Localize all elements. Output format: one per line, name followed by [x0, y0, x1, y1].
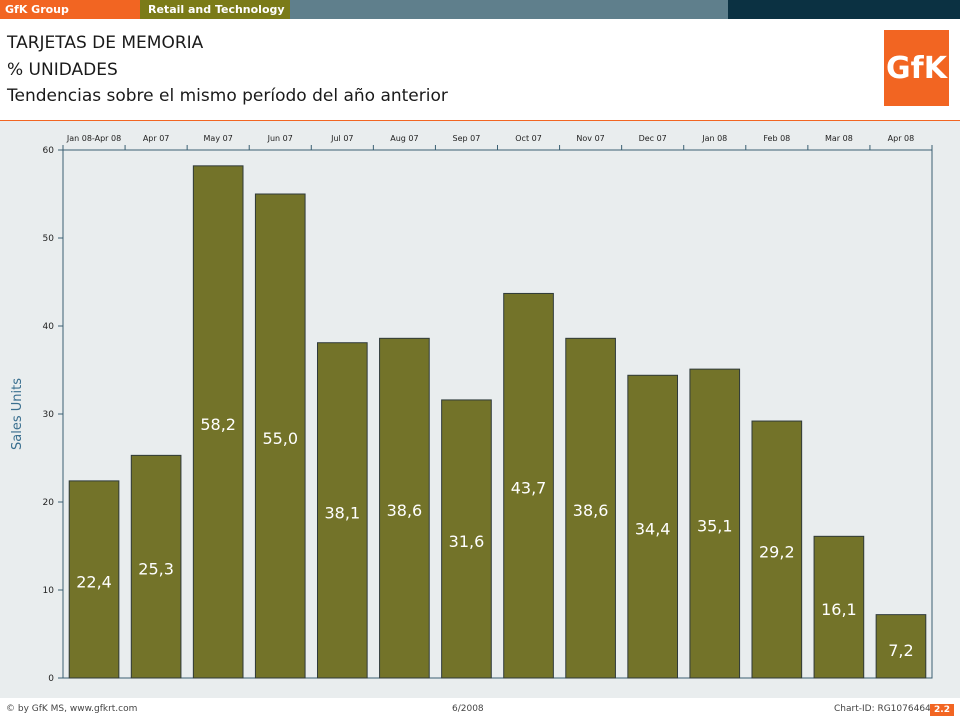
top-bar: GfK Group Retail and Technology: [0, 0, 960, 19]
y-tick-label: 40: [43, 322, 55, 332]
brand-label: GfK Group: [0, 0, 140, 19]
x-tick-label: Feb 08: [763, 134, 790, 143]
y-tick-label: 0: [48, 674, 54, 684]
data-label: 29,2: [759, 543, 795, 562]
x-tick-label: Apr 08: [888, 134, 915, 143]
page-subtitle-2: Tendencias sobre el mismo período del añ…: [7, 86, 448, 106]
y-tick-label: 60: [43, 146, 55, 156]
data-label: 55,0: [262, 429, 298, 448]
footer-date: 6/2008: [452, 704, 484, 714]
data-label: 43,7: [511, 479, 547, 498]
bar: [751, 420, 803, 679]
top-bar-end: [728, 0, 960, 19]
x-tick-label: Nov 07: [576, 134, 604, 143]
x-tick-label: Sep 07: [453, 134, 481, 143]
data-label: 31,6: [449, 532, 485, 551]
y-tick-label: 50: [43, 234, 55, 244]
bar: [813, 535, 865, 679]
bar: [441, 399, 492, 679]
data-label: 34,4: [635, 520, 671, 539]
y-tick-label: 20: [43, 498, 55, 508]
data-label: 22,4: [76, 572, 112, 591]
bar: [379, 337, 430, 679]
y-tick-label: 10: [43, 586, 55, 596]
data-label: 58,2: [200, 415, 236, 434]
x-tick-label: Dec 07: [639, 134, 667, 143]
data-label: 16,1: [821, 600, 857, 619]
page-subtitle: % UNIDADES: [7, 60, 118, 80]
x-tick-label: Jun 07: [267, 134, 293, 143]
x-tick-label: Jan 08: [701, 134, 727, 143]
bar: [503, 292, 554, 679]
page-number-badge: 2.2: [930, 704, 954, 716]
data-label: 7,2: [888, 641, 913, 660]
header-divider: [0, 120, 960, 121]
x-tick-label: Oct 07: [515, 134, 542, 143]
y-tick-label: 30: [43, 410, 55, 420]
bar: [875, 614, 927, 679]
bar: [316, 342, 368, 679]
data-label: 38,6: [387, 501, 423, 520]
y-axis-title: Sales Units: [10, 378, 25, 450]
footer-copyright: © by GfK MS, www.gfkrt.com: [6, 704, 138, 714]
x-tick-label: Aug 07: [390, 134, 418, 143]
page-title: TARJETAS DE MEMORIA: [7, 33, 204, 53]
x-tick-label: May 07: [204, 134, 233, 143]
bar: [130, 454, 182, 679]
x-tick-label: Jul 07: [330, 134, 353, 143]
data-label: 35,1: [697, 517, 733, 536]
bar: [689, 368, 741, 679]
x-tick-label: Mar 08: [825, 134, 853, 143]
top-bar-filler: [290, 0, 728, 19]
footer-chart-id: Chart-ID: RG1076464-T: [834, 704, 939, 714]
gfk-logo: GfK: [884, 30, 949, 106]
bar: [627, 374, 679, 679]
x-tick-label: Jan 08-Apr 08: [66, 134, 121, 143]
data-label: 38,1: [325, 503, 361, 522]
data-label: 25,3: [138, 560, 174, 579]
section-label: Retail and Technology: [140, 0, 290, 19]
bar: [68, 480, 120, 679]
x-tick-label: Apr 07: [143, 134, 170, 143]
bar-chart: 0 10 20 30 40 50 60 Sales Units Jan 08-Apr 08 Apr…: [10, 134, 933, 684]
data-label: 38,6: [573, 501, 609, 520]
bar: [565, 337, 616, 679]
bar: [192, 165, 244, 679]
bar: [254, 193, 306, 679]
